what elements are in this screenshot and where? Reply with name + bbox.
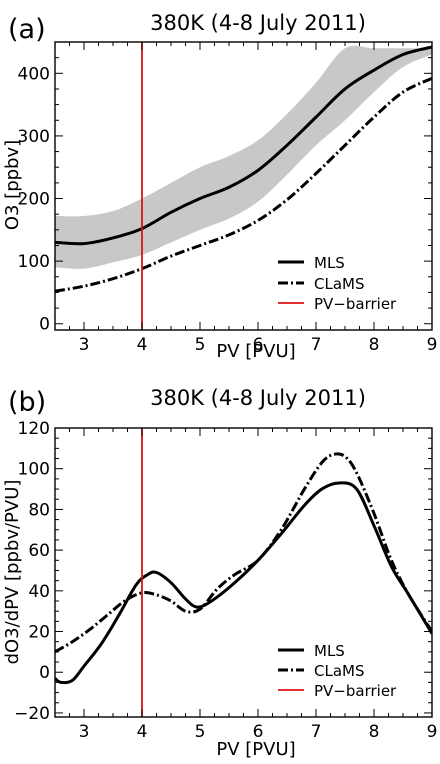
ytick-label-a: 200 [18, 190, 50, 210]
ytick-label-a: 0 [39, 315, 50, 335]
series-a-clams [55, 76, 432, 293]
xtick-label-b: 3 [79, 722, 90, 742]
legend-b-barrier-label: PV−barrier [314, 682, 397, 700]
ytick-label-b: 120 [18, 419, 50, 439]
xtick-label-a: 3 [79, 335, 90, 355]
chart-b-legend: MLS CLaMS PV−barrier [278, 642, 397, 700]
xtick-label-a: 5 [195, 335, 206, 355]
panel-a: (a) 380K (4-8 July 2011) PV [PVU] O3 [pp… [2, 11, 437, 362]
chart-a-title: 380K (4-8 July 2011) [150, 11, 366, 35]
chart-a-plot: 3 4 5 6 7 8 9 0 100 200 300 400 MLS CLaMS PV−barrie… [18, 41, 438, 355]
legend-a-barrier-label: PV−barrier [314, 295, 397, 313]
xtick-label-a: 9 [427, 335, 438, 355]
chart-b-xlabel: PV [PVU] [216, 739, 295, 760]
xtick-label-b: 4 [137, 722, 148, 742]
chart-b-ylabel: dO3/dPV [ppbv/PVU] [2, 480, 23, 665]
panel-b: (b) 380K (4-8 July 2011) PV [PVU] dO3/dP… [2, 386, 437, 760]
legend-a-mls-label: MLS [314, 254, 345, 272]
series-a-mls [55, 45, 432, 246]
xtick-label-a: 6 [253, 335, 264, 355]
panel-label-a: (a) [8, 14, 46, 45]
chart-a-ylabel: O3 [ppbv] [2, 140, 23, 230]
chart-a-legend: MLS CLaMS PV−barrier [278, 254, 397, 313]
series-b-clams [55, 452, 432, 654]
series-a-mls-spread [55, 45, 432, 269]
ytick-label-a: 400 [18, 64, 50, 84]
xtick-label-b: 6 [253, 722, 264, 742]
panel-label-b: (b) [8, 387, 46, 418]
ytick-label-b: 20 [28, 623, 50, 643]
chart-b-plot: 3 4 5 6 7 8 9 −20 0 20 40 60 80 100 120 MLS CLaMS PV−b… [14, 419, 437, 742]
xtick-label-a: 4 [137, 335, 148, 355]
xtick-label-b: 7 [311, 722, 322, 742]
ytick-label-b: 80 [28, 500, 50, 520]
legend-b-mls-label: MLS [314, 642, 345, 660]
ytick-label-b: −20 [14, 704, 50, 724]
chart-b-frame [54, 427, 433, 718]
legend-b-clams-label: CLaMS [314, 662, 365, 680]
ytick-label-b: 60 [28, 541, 50, 561]
ytick-label-b: 40 [28, 582, 50, 602]
xtick-label-b: 8 [369, 722, 380, 742]
xtick-label-b: 5 [195, 722, 206, 742]
series-b-mls [55, 481, 432, 685]
ytick-label-b: 0 [39, 663, 50, 683]
ytick-label-a: 100 [18, 252, 50, 272]
ytick-label-b: 100 [18, 460, 50, 480]
xtick-label-a: 8 [369, 335, 380, 355]
legend-a-clams-label: CLaMS [314, 275, 365, 293]
chart-a-xlabel: PV [PVU] [216, 341, 295, 362]
xtick-label-a: 7 [311, 335, 322, 355]
ytick-label-a: 300 [18, 127, 50, 147]
chart-b-title: 380K (4-8 July 2011) [150, 386, 366, 410]
xtick-label-b: 9 [427, 722, 438, 742]
